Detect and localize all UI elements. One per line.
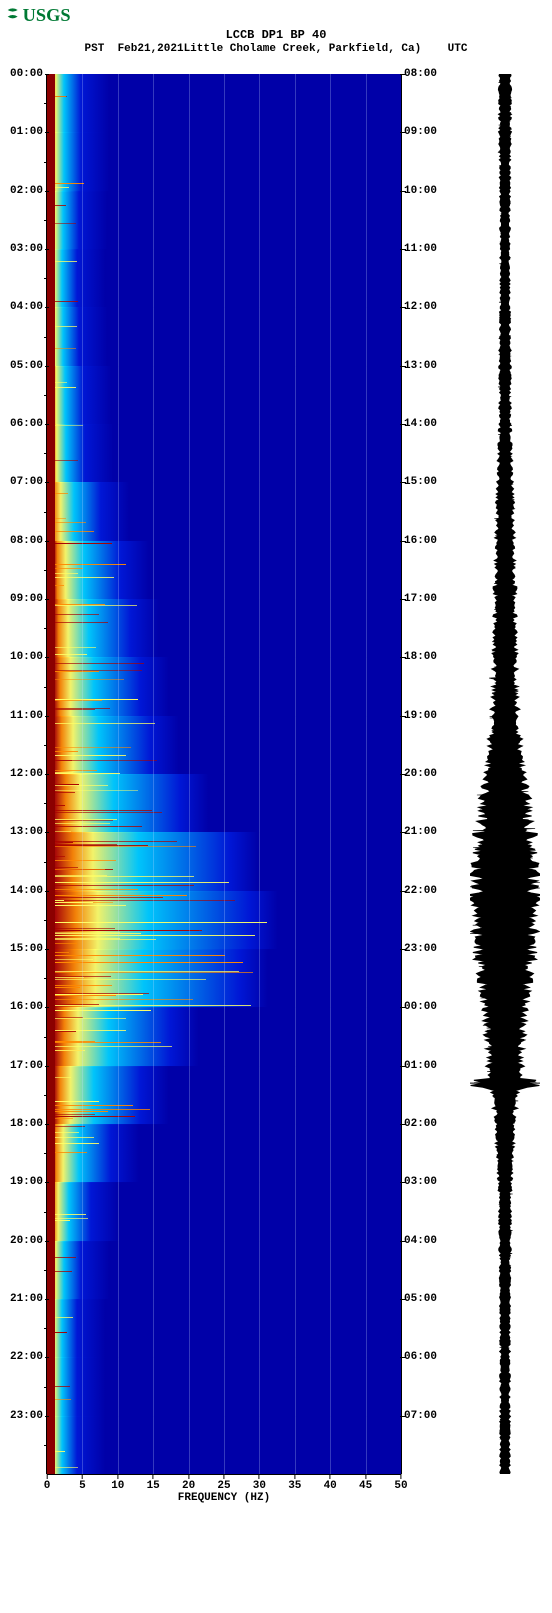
utc-tick: 11:00 — [404, 243, 454, 255]
utc-tick: 03:00 — [404, 1176, 454, 1188]
pst-tick: 11:00 — [3, 710, 43, 722]
utc-tick: 23:00 — [404, 943, 454, 955]
utc-tick: 17:00 — [404, 593, 454, 605]
pst-tick: 04:00 — [3, 301, 43, 313]
utc-tick: 16:00 — [404, 535, 454, 547]
utc-tick: 10:00 — [404, 185, 454, 197]
pst-tick: 00:00 — [3, 68, 43, 80]
frequency-tick: 50 — [394, 1474, 407, 1492]
utc-tick: 04:00 — [404, 1235, 454, 1247]
station-name: Little Cholame Creek, Parkfield, Ca) — [184, 42, 422, 56]
pst-tick: 01:00 — [3, 126, 43, 138]
utc-tick: 14:00 — [404, 418, 454, 430]
pst-tick: 08:00 — [3, 535, 43, 547]
usgs-logo: USGS — [0, 0, 552, 26]
utc-tick: 19:00 — [404, 710, 454, 722]
pst-tick: 21:00 — [3, 1293, 43, 1305]
utc-tick: 06:00 — [404, 1351, 454, 1363]
utc-tick: 20:00 — [404, 768, 454, 780]
plot-subtitle: PST Feb21,2021 Little Cholame Creek, Par… — [0, 42, 552, 56]
pst-tick: 12:00 — [3, 768, 43, 780]
pst-tick: 03:00 — [3, 243, 43, 255]
frequency-tick: 10 — [111, 1474, 124, 1492]
frequency-axis: FREQUENCY (HZ) 05101520253035404550 — [47, 1474, 401, 1510]
frequency-tick: 15 — [147, 1474, 160, 1492]
frequency-tick: 20 — [182, 1474, 195, 1492]
utc-tick: 18:00 — [404, 651, 454, 663]
utc-tick: 00:00 — [404, 1001, 454, 1013]
pst-tick: 07:00 — [3, 476, 43, 488]
frequency-tick: 35 — [288, 1474, 301, 1492]
utc-tick: 15:00 — [404, 476, 454, 488]
utc-tick: 09:00 — [404, 126, 454, 138]
utc-tick: 22:00 — [404, 885, 454, 897]
utc-tick: 02:00 — [404, 1118, 454, 1130]
utc-tick: 12:00 — [404, 301, 454, 313]
frequency-tick: 5 — [79, 1474, 86, 1492]
pst-tick: 14:00 — [3, 885, 43, 897]
utc-tick: 05:00 — [404, 1293, 454, 1305]
utc-tick: 08:00 — [404, 68, 454, 80]
frequency-tick: 45 — [359, 1474, 372, 1492]
waveform-panel — [470, 74, 540, 1474]
plot-title: LCCB DP1 BP 40 — [0, 28, 552, 42]
left-timezone-label: PST — [85, 42, 105, 56]
right-timezone-label: UTC — [448, 42, 468, 56]
pst-tick: 17:00 — [3, 1060, 43, 1072]
frequency-tick: 30 — [253, 1474, 266, 1492]
pst-tick: 16:00 — [3, 1001, 43, 1013]
pst-tick: 15:00 — [3, 943, 43, 955]
pst-tick: 06:00 — [3, 418, 43, 430]
pst-tick: 02:00 — [3, 185, 43, 197]
utc-tick: 01:00 — [404, 1060, 454, 1072]
pst-tick: 10:00 — [3, 651, 43, 663]
utc-tick: 13:00 — [404, 360, 454, 372]
pst-tick: 20:00 — [3, 1235, 43, 1247]
utc-tick: 07:00 — [404, 1410, 454, 1422]
pst-tick: 05:00 — [3, 360, 43, 372]
pst-tick: 13:00 — [3, 826, 43, 838]
pst-tick: 22:00 — [3, 1351, 43, 1363]
frequency-axis-label: FREQUENCY (HZ) — [47, 1492, 401, 1504]
spectrogram-panel — [47, 74, 401, 1474]
utc-tick: 21:00 — [404, 826, 454, 838]
pst-tick: 23:00 — [3, 1410, 43, 1422]
frequency-tick: 25 — [217, 1474, 230, 1492]
pst-tick: 18:00 — [3, 1118, 43, 1130]
frequency-tick: 40 — [324, 1474, 337, 1492]
pst-tick: 09:00 — [3, 593, 43, 605]
plot-date: Feb21,2021 — [118, 42, 184, 56]
plot-area: FREQUENCY (HZ) 0 5 10 15 20 25 30 35 40 45 50 00:0… — [0, 64, 552, 1524]
logo-text: USGS — [23, 5, 71, 25]
pst-tick: 19:00 — [3, 1176, 43, 1188]
frequency-tick: 0 — [44, 1474, 51, 1492]
